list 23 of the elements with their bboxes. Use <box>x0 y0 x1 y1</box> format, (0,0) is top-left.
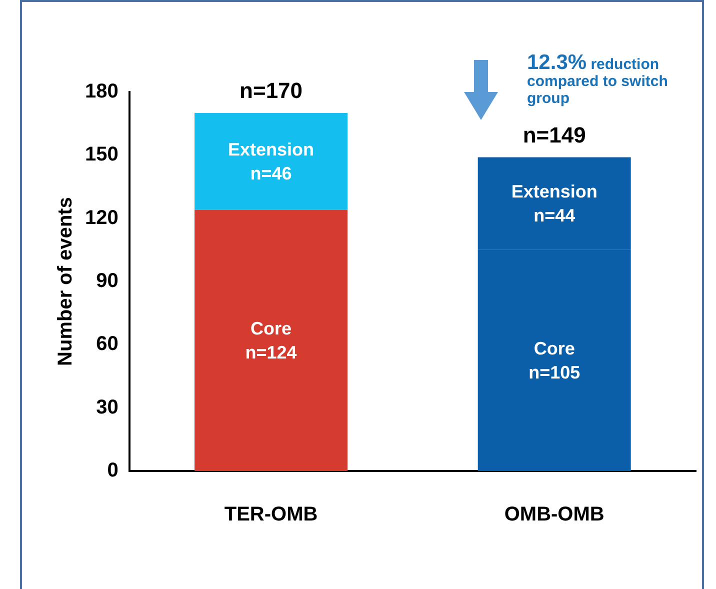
total-label: n=170 <box>240 78 303 104</box>
data-label: n=124 <box>245 342 297 362</box>
y-axis-title: Number of events <box>54 197 77 366</box>
series-label: Core <box>250 318 292 338</box>
y-tick-label: 0 <box>107 460 118 482</box>
y-tick-label: 90 <box>96 270 118 292</box>
series-label: Extension <box>511 182 598 202</box>
data-label: n=44 <box>534 206 576 226</box>
y-tick-label: 120 <box>84 206 118 229</box>
y-tick-label: 180 <box>84 80 118 103</box>
data-label: n=46 <box>250 163 292 184</box>
total-label: n=149 <box>522 122 586 148</box>
bar <box>194 113 348 210</box>
data-label: n=105 <box>528 362 580 382</box>
annotation: 12.3% reduction compared to switch group <box>527 51 669 107</box>
text: Core <box>534 338 575 358</box>
y-tick-label: 60 <box>96 333 118 356</box>
x-tick-label: OMB-OMB <box>504 504 604 526</box>
text: Extension <box>228 139 314 160</box>
bar <box>194 210 348 471</box>
x-tick-label: TER-OMB <box>224 504 318 526</box>
y-tick-label: 30 <box>96 396 118 418</box>
y-tick-label: 150 <box>84 144 118 166</box>
